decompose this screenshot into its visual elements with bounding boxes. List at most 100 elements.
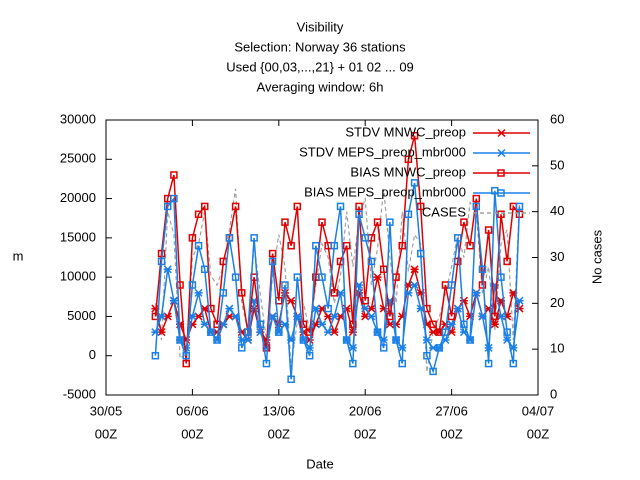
point-marker [281, 281, 289, 289]
point-marker [200, 265, 209, 274]
point-marker [219, 289, 228, 297]
point-marker [287, 375, 295, 384]
point-marker [447, 281, 456, 289]
series-line [154, 182, 521, 380]
y-tick-label: 30000 [60, 111, 96, 126]
point-marker [410, 280, 419, 290]
point-marker [416, 202, 425, 211]
point-marker [490, 320, 499, 329]
point-marker [287, 241, 295, 250]
point-marker [367, 257, 376, 266]
point-marker [213, 336, 221, 344]
y-tick-label: -5000 [63, 386, 96, 401]
point-marker [515, 202, 524, 211]
point-marker [398, 241, 406, 250]
x-tick-label: 13/06 [263, 403, 296, 418]
legend-marker [497, 169, 505, 177]
point-marker [299, 320, 308, 329]
point-marker [355, 202, 363, 211]
series-line [154, 188, 521, 373]
x-tick-label: 00Z [95, 426, 117, 441]
point-marker [268, 257, 277, 266]
point-marker [466, 336, 474, 344]
point-marker [398, 359, 406, 368]
x-axis-label: Date [306, 456, 333, 471]
legend-label: CASES [422, 204, 466, 219]
point-marker [429, 320, 437, 329]
point-marker [410, 131, 419, 140]
point-marker [163, 202, 172, 211]
point-marker [515, 304, 524, 313]
point-marker [311, 304, 320, 313]
point-marker [268, 249, 277, 258]
point-marker [194, 210, 203, 219]
point-marker [225, 234, 234, 242]
point-marker [342, 241, 351, 250]
x-tick-label: 00Z [527, 426, 549, 441]
point-marker [497, 210, 505, 219]
point-marker [386, 312, 394, 321]
point-marker [256, 320, 265, 329]
point-marker [392, 336, 400, 344]
point-marker [170, 194, 178, 203]
point-marker [503, 328, 511, 336]
point-marker [194, 241, 203, 250]
point-marker [453, 304, 462, 313]
point-marker [379, 344, 388, 352]
point-marker [460, 218, 468, 226]
point-marker [318, 218, 326, 226]
y2-tick-label: 0 [550, 386, 557, 401]
y2-tick-label: 50 [550, 157, 564, 172]
point-marker [342, 304, 351, 313]
y2-tick-label: 20 [550, 295, 564, 310]
legend-marker [497, 128, 506, 138]
point-marker [447, 312, 456, 321]
point-marker [423, 351, 431, 360]
x-tick-label: 00Z [440, 426, 462, 441]
x-tick-label: 30/05 [90, 403, 123, 418]
point-marker [404, 210, 413, 219]
point-marker [293, 202, 302, 211]
y2-axis-label: No cases [589, 229, 604, 284]
point-marker [361, 234, 369, 242]
x-tick-label: 20/06 [349, 403, 382, 418]
y-tick-label: 5000 [67, 308, 96, 323]
point-marker [373, 273, 382, 282]
point-marker [200, 202, 209, 211]
point-marker [200, 320, 209, 329]
point-marker [182, 351, 190, 360]
point-marker [373, 218, 382, 226]
point-marker [478, 281, 487, 289]
point-marker [491, 312, 499, 321]
point-marker [361, 304, 370, 313]
point-marker [416, 249, 425, 258]
point-marker [429, 367, 437, 376]
series-line [154, 269, 521, 351]
point-marker [238, 289, 246, 297]
point-marker [515, 296, 524, 305]
point-marker [454, 234, 462, 242]
point-marker [478, 265, 487, 274]
point-marker [459, 296, 468, 305]
point-marker [373, 328, 382, 336]
x-tick-label: 27/06 [435, 403, 468, 418]
point-marker [367, 312, 376, 321]
point-marker [379, 265, 388, 274]
point-marker [231, 273, 240, 281]
chart-subtitle: Selection: Norway 36 stations [234, 39, 406, 54]
point-marker [349, 359, 357, 368]
point-marker [330, 312, 339, 321]
point-marker [194, 288, 203, 297]
x-tick-label: 00Z [181, 426, 203, 441]
point-marker [503, 257, 511, 266]
point-marker [225, 304, 234, 313]
point-marker [441, 328, 450, 336]
point-marker [447, 320, 456, 329]
chart-subtitle: Used {00,03,...,21} + 01 02 ... 09 [226, 59, 414, 74]
point-marker [176, 336, 184, 344]
y2-tick-label: 40 [550, 203, 564, 218]
y2-tick-label: 10 [550, 341, 564, 356]
point-marker [244, 328, 252, 336]
point-marker [336, 202, 345, 211]
point-marker [281, 218, 289, 226]
